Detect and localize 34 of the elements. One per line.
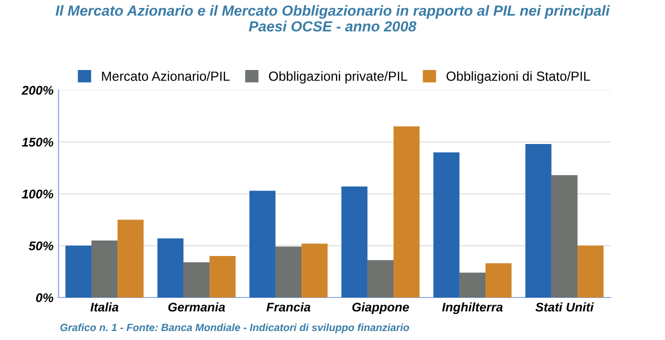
x-tick-label: Stati Uniti — [535, 302, 594, 312]
y-tick-label: 200% — [21, 86, 54, 95]
y-tick-label: 100% — [22, 190, 54, 198]
bar — [459, 272, 486, 298]
legend-label: Obbligazioni private/PIL — [268, 71, 408, 84]
bar — [183, 262, 210, 298]
legend-label: Mercato Azionario/PIL — [102, 71, 230, 81]
x-tick-label: Francia — [266, 302, 310, 312]
bar — [302, 244, 328, 298]
x-tick-label: Italia — [90, 302, 118, 312]
x-tick-label: Inghilterra — [442, 302, 503, 314]
y-tick-label: 0% — [36, 293, 54, 302]
bar — [275, 246, 302, 298]
bar — [433, 152, 460, 298]
legend-label: Obbligazioni di Stato/PIL — [446, 71, 590, 84]
chart-title: Il Mercato Azionario e il Mercato Obbligazionario in rapporto al PIL nei principali Paesi OCSE - anno 2008 — [56, 5, 610, 32]
bar — [341, 186, 368, 298]
bar — [210, 256, 236, 298]
bar — [486, 263, 512, 298]
bar — [394, 126, 420, 298]
x-tick-label: Germania — [168, 302, 225, 312]
bar — [91, 240, 118, 298]
bar — [157, 238, 184, 298]
bar — [249, 190, 276, 298]
bar — [525, 144, 552, 298]
bar — [578, 246, 604, 298]
text: Grafico n. 1 - Fonte: Banca Mondiale - Indicatori di sviluppo finanziario — [60, 323, 410, 334]
bar — [118, 220, 144, 298]
y-tick-label: 50% — [28, 241, 54, 250]
x-tick-label: Giappone — [352, 302, 409, 314]
bar — [551, 175, 578, 298]
bar — [367, 260, 394, 298]
bar — [65, 246, 92, 298]
y-tick-label: 150% — [22, 138, 54, 147]
